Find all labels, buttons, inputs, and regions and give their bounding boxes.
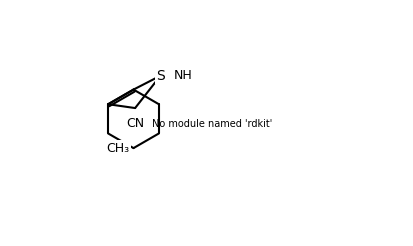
Text: CN: CN	[126, 117, 144, 130]
Text: CH₃: CH₃	[107, 142, 130, 154]
Text: S: S	[156, 69, 165, 83]
Text: No module named 'rdkit': No module named 'rdkit'	[152, 119, 272, 129]
Text: NH: NH	[174, 69, 193, 82]
